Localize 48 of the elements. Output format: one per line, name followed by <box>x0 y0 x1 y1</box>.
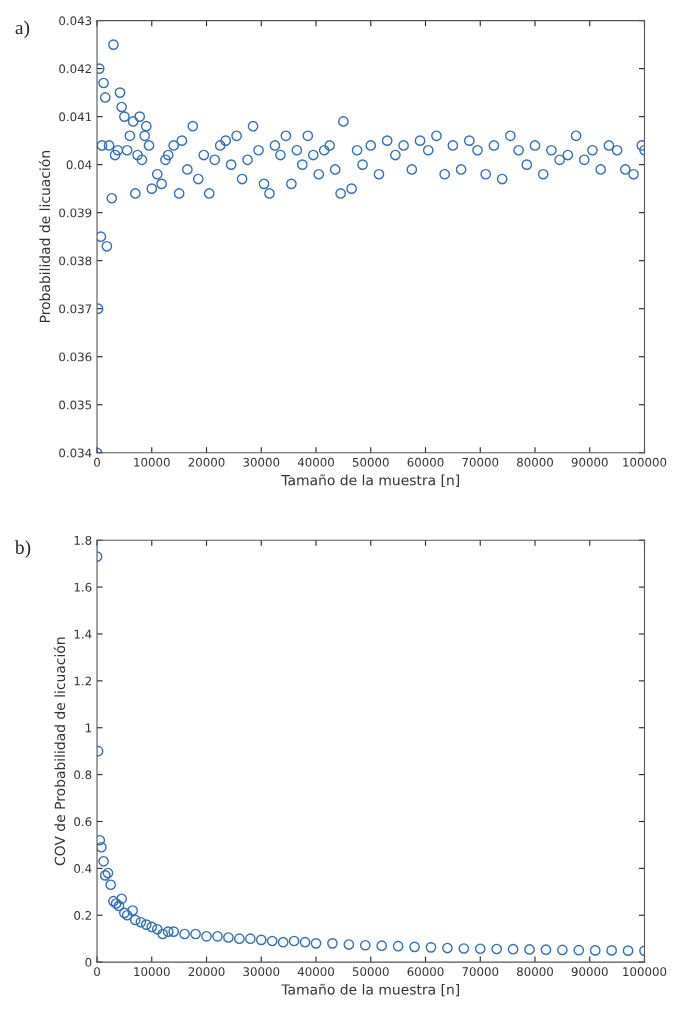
y-tick-label: 1.4 <box>74 629 92 639</box>
y-tick-label: 0.041 <box>59 112 92 122</box>
y-tick-label: 0.037 <box>59 304 92 314</box>
text: b) <box>14 540 31 558</box>
y-tick-label: 1.8 <box>74 535 92 545</box>
x-tick-label: 40000 <box>297 967 334 977</box>
y-tick-label: 1 <box>85 723 92 733</box>
y-axis-title: COV de Probabilidad de licuación <box>53 637 66 866</box>
x-axis-title: Tamaño de la muestra [n] <box>281 983 459 997</box>
x-tick-label: 60000 <box>407 457 444 467</box>
y-tick-label: 0.034 <box>59 448 92 458</box>
x-tick-label: 20000 <box>188 967 225 977</box>
x-tick-label: 70000 <box>462 457 499 467</box>
x-tick-label: 90000 <box>571 967 608 977</box>
y-tick-label: 1.2 <box>74 676 91 686</box>
x-tick-label: 50000 <box>352 967 389 977</box>
y-tick-label: 0.2 <box>74 910 91 920</box>
y-tick-label: 0.036 <box>59 352 92 362</box>
x-tick-label: 90000 <box>571 457 608 467</box>
x-tick-label: 70000 <box>462 967 499 977</box>
x-tick-label: 100000 <box>623 457 667 467</box>
x-tick-label: 20000 <box>188 457 225 467</box>
x-tick-label: 0 <box>94 967 100 977</box>
y-tick-label: 1.6 <box>74 582 92 592</box>
x-tick-label: 30000 <box>243 967 280 977</box>
x-tick-label: 40000 <box>297 457 334 467</box>
x-tick-label: 10000 <box>134 967 170 977</box>
y-tick-label: 0.039 <box>59 208 92 218</box>
x-tick-label: 80000 <box>517 457 553 467</box>
y-axis-title: Probabilidad de licuación <box>38 151 51 323</box>
y-tick-label: 0.4 <box>74 864 92 874</box>
x-tick-label: 0 <box>94 457 100 467</box>
text: a) <box>15 20 30 39</box>
y-tick-label: 0.035 <box>59 400 92 410</box>
x-tick-label: 50000 <box>352 457 389 467</box>
y-tick-label: 0.043 <box>59 16 92 26</box>
x-tick-label: 10000 <box>134 457 170 467</box>
y-tick-label: 0.042 <box>59 64 91 74</box>
x-tick-label: 60000 <box>407 967 444 977</box>
y-tick-label: 0.8 <box>74 770 92 780</box>
x-axis-title: Tamaño de la muestra [n] <box>281 474 459 487</box>
x-tick-label: 80000 <box>517 967 553 977</box>
y-tick-label: 0.04 <box>66 160 92 170</box>
x-tick-label: 30000 <box>243 457 280 467</box>
x-tick-label: 100000 <box>623 967 667 977</box>
y-tick-label: 0.038 <box>59 256 92 266</box>
y-tick-label: 0 <box>85 957 92 967</box>
y-tick-label: 0.6 <box>74 817 92 827</box>
